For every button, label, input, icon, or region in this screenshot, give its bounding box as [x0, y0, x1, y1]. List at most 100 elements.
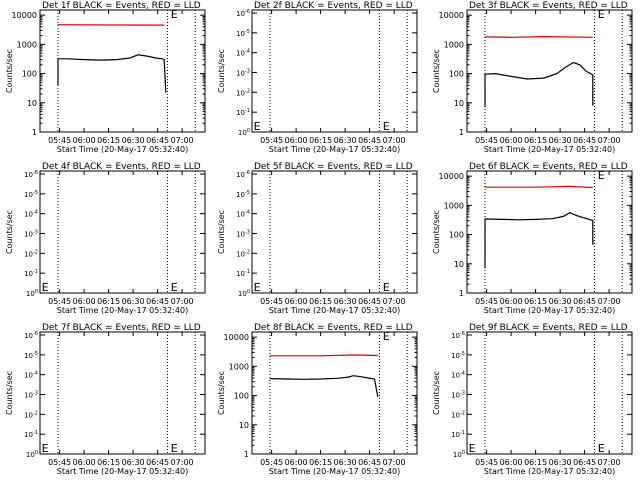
y-tick-label: 1 — [244, 450, 249, 459]
y-tick-label: 10-3 — [24, 230, 38, 239]
panel-title: Det 8f BLACK = Events, RED = LLD — [254, 323, 413, 333]
x-tick-label: 06:00 — [500, 136, 523, 145]
y-tick-label: 1000 — [444, 201, 464, 210]
y-tick-label: 100 — [449, 231, 464, 240]
x-axis-label: Start Time (20-May-17 05:32:40) — [269, 467, 400, 476]
panel-title: Det 3f BLACK = Events, RED = LLD — [469, 1, 628, 11]
y-tick-label: 10-3 — [451, 391, 465, 400]
event-marker-e: E — [42, 281, 49, 294]
y-tick-label: 10-4 — [451, 371, 465, 380]
x-tick-label: 05:45 — [475, 136, 498, 145]
event-marker-e: E — [383, 281, 390, 294]
x-tick-label: 06:45 — [573, 136, 596, 145]
y-tick-label: 100 — [26, 289, 38, 298]
x-tick-label: 06:30 — [122, 136, 145, 145]
plot-frame — [251, 170, 418, 294]
plot-frame — [39, 9, 206, 133]
x-tick-label: 06:30 — [122, 297, 145, 306]
x-tick-label: 07:00 — [171, 136, 194, 145]
y-tick-label: 10000 — [439, 172, 464, 181]
panel-title: Det 5f BLACK = Events, RED = LLD — [254, 162, 413, 172]
y-tick-label: 10-5 — [24, 351, 38, 360]
y-axis-label: Counts/sec — [5, 371, 14, 415]
y-tick-label: 1 — [32, 128, 37, 137]
y-tick-label: 10-2 — [236, 88, 250, 97]
series-lld — [270, 354, 378, 357]
y-tick-label: 10-2 — [24, 410, 38, 419]
y-tick-label: 10-5 — [236, 29, 250, 38]
x-tick-label: 06:30 — [549, 297, 572, 306]
x-tick-label: 06:00 — [73, 136, 96, 145]
x-tick-label: 07:00 — [171, 297, 194, 306]
series-lld — [484, 35, 593, 38]
y-tick-label: 10-6 — [24, 331, 38, 340]
x-tick-label: 06:00 — [73, 297, 96, 306]
plot-frame — [251, 9, 418, 133]
y-axis-label: Counts/sec — [432, 49, 441, 93]
y-tick-label: 10 — [27, 99, 37, 108]
y-tick-label: 100 — [453, 450, 465, 459]
y-tick-label: 1 — [459, 128, 464, 137]
y-tick-label: 1 — [459, 289, 464, 298]
panel-title: Det 4f BLACK = Events, RED = LLD — [42, 162, 201, 172]
y-tick-label: 100 — [238, 128, 250, 137]
event-marker-e: E — [171, 442, 178, 455]
x-tick-label: 07:00 — [383, 297, 406, 306]
series-lld — [485, 185, 593, 189]
x-tick-label: 06:45 — [358, 136, 381, 145]
y-tick-label: 10-1 — [236, 108, 250, 117]
x-tick-label: 05:45 — [475, 458, 498, 467]
y-axis-label: Counts/sec — [5, 210, 14, 254]
y-tick-label: 100 — [26, 450, 38, 459]
x-tick-label: 06:15 — [309, 136, 332, 145]
x-axis-label: Start Time (20-May-17 05:32:40) — [484, 306, 615, 315]
y-tick-label: 10 — [239, 421, 249, 430]
x-tick-label: 06:30 — [334, 458, 357, 467]
event-marker-e: E — [598, 8, 605, 21]
y-tick-label: 10-1 — [451, 430, 465, 439]
x-axis-label: Start Time (20-May-17 05:32:40) — [57, 467, 188, 476]
x-tick-label: 06:00 — [285, 458, 308, 467]
event-marker-e: E — [42, 442, 49, 455]
x-tick-label: 06:15 — [97, 297, 120, 306]
y-tick-label: 10-4 — [24, 210, 38, 219]
event-marker-e: E — [598, 442, 605, 455]
y-tick-label: 10-2 — [236, 249, 250, 258]
y-tick-label: 10-1 — [24, 269, 38, 278]
x-tick-label: 06:00 — [73, 458, 96, 467]
y-axis-label: Counts/sec — [432, 210, 441, 254]
plot-frame — [466, 331, 633, 455]
y-axis-label: Counts/sec — [217, 210, 226, 254]
y-axis-label: Counts/sec — [217, 371, 226, 415]
plot-frame — [466, 170, 633, 294]
y-tick-label: 10-4 — [24, 371, 38, 380]
panel-title: Det 7f BLACK = Events, RED = LLD — [42, 323, 201, 333]
y-tick-label: 10-4 — [236, 210, 250, 219]
x-tick-label: 06:00 — [285, 297, 308, 306]
y-tick-label: 10-5 — [24, 190, 38, 199]
event-marker-e: E — [171, 8, 178, 21]
x-tick-label: 06:30 — [122, 458, 145, 467]
series-events — [484, 61, 594, 108]
y-tick-label: 100 — [22, 70, 37, 79]
x-tick-label: 07:00 — [171, 458, 194, 467]
y-tick-label: 10-6 — [236, 170, 250, 179]
y-tick-label: 10-1 — [236, 269, 250, 278]
y-tick-label: 10-3 — [24, 391, 38, 400]
event-marker-e: E — [254, 120, 261, 133]
plot-frame — [39, 170, 206, 294]
x-tick-label: 06:15 — [524, 136, 547, 145]
x-tick-label: 05:45 — [48, 136, 71, 145]
x-tick-label: 07:00 — [598, 297, 621, 306]
x-tick-label: 06:00 — [500, 458, 523, 467]
x-tick-label: 06:30 — [334, 297, 357, 306]
y-tick-label: 100 — [234, 392, 249, 401]
x-axis-label: Start Time (20-May-17 05:32:40) — [57, 145, 188, 154]
y-tick-label: 10-1 — [24, 430, 38, 439]
x-tick-label: 06:15 — [97, 136, 120, 145]
